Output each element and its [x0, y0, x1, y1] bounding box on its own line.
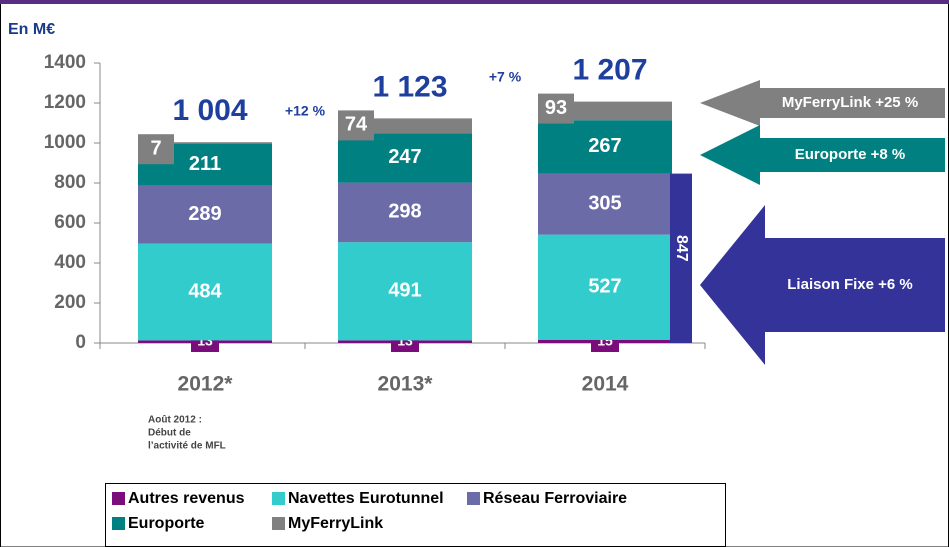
- x-tick-label: 2014: [582, 373, 629, 396]
- growth-label: +12 %: [285, 103, 326, 119]
- bar-segment: [338, 242, 472, 341]
- y-tick-label: 1400: [44, 52, 86, 73]
- y-tick-label: 200: [54, 292, 86, 313]
- y-tick-label: 600: [54, 212, 86, 233]
- label-box: [538, 93, 574, 124]
- data-label: 93: [545, 97, 567, 119]
- legend-swatch: [272, 517, 285, 530]
- data-label: 491: [388, 280, 421, 302]
- bracket: [670, 173, 692, 343]
- x-tick-label: 2012*: [178, 373, 234, 396]
- bar-segment: [338, 133, 472, 183]
- arrow: [700, 205, 945, 365]
- y-tick-label: 1000: [44, 132, 86, 153]
- legend-swatch: [272, 492, 285, 505]
- arrow-label: MyFerryLink +25 %: [782, 94, 918, 111]
- data-label: 74: [345, 114, 368, 136]
- label-box: [138, 134, 174, 165]
- legend-label: Réseau Ferroviaire: [483, 490, 627, 507]
- data-label: 298: [388, 201, 421, 223]
- label-box: [338, 110, 374, 141]
- y-tick-label: 1200: [44, 92, 86, 113]
- data-label: 527: [588, 276, 621, 298]
- y-tick-label: 0: [75, 332, 86, 353]
- y-tick-label: 800: [54, 172, 86, 193]
- top-bar: [0, 0, 949, 4]
- bar-segment: [538, 120, 672, 174]
- axis-label: En M€: [8, 21, 55, 38]
- y-tick-label: 400: [54, 252, 86, 273]
- data-label: 247: [388, 146, 421, 168]
- footnote: Août 2012 :: [148, 415, 202, 426]
- bar-segment: [538, 234, 672, 340]
- arrow: [700, 125, 945, 185]
- footnote: Début de: [148, 428, 191, 439]
- legend-label: Europorte: [128, 515, 205, 532]
- legend-label: Autres revenus: [128, 490, 245, 507]
- total-label: 1 207: [572, 54, 647, 87]
- data-label: 289: [188, 203, 221, 225]
- bar-segment: [138, 185, 272, 244]
- bar-segment: [338, 182, 472, 243]
- bar-segment: [538, 173, 672, 235]
- arrow: [700, 80, 945, 126]
- data-label: 305: [588, 192, 621, 214]
- legend-label: Navettes Eurotunnel: [288, 490, 444, 507]
- data-label: 7: [150, 137, 161, 159]
- footnote: l’activité de MFL: [148, 441, 226, 452]
- total-label: 1 123: [372, 70, 447, 103]
- total-label: 1 004: [172, 94, 247, 127]
- legend-swatch: [467, 492, 480, 505]
- arrow-label: Europorte +8 %: [795, 146, 905, 163]
- data-label: 484: [188, 280, 222, 302]
- legend-swatch: [112, 492, 125, 505]
- x-tick-label: 2013*: [378, 373, 434, 396]
- arrow-label: Liaison Fixe +6 %: [787, 276, 912, 293]
- legend-box: [105, 483, 726, 547]
- data-label: 267: [588, 135, 621, 157]
- data-label: 211: [189, 153, 221, 175]
- growth-label: +7 %: [489, 69, 522, 85]
- bracket-label: 847: [673, 235, 690, 262]
- bar-segment: [138, 243, 272, 341]
- legend-swatch: [112, 517, 125, 530]
- bar-segment: [138, 142, 272, 144]
- legend-label: MyFerryLink: [288, 515, 383, 532]
